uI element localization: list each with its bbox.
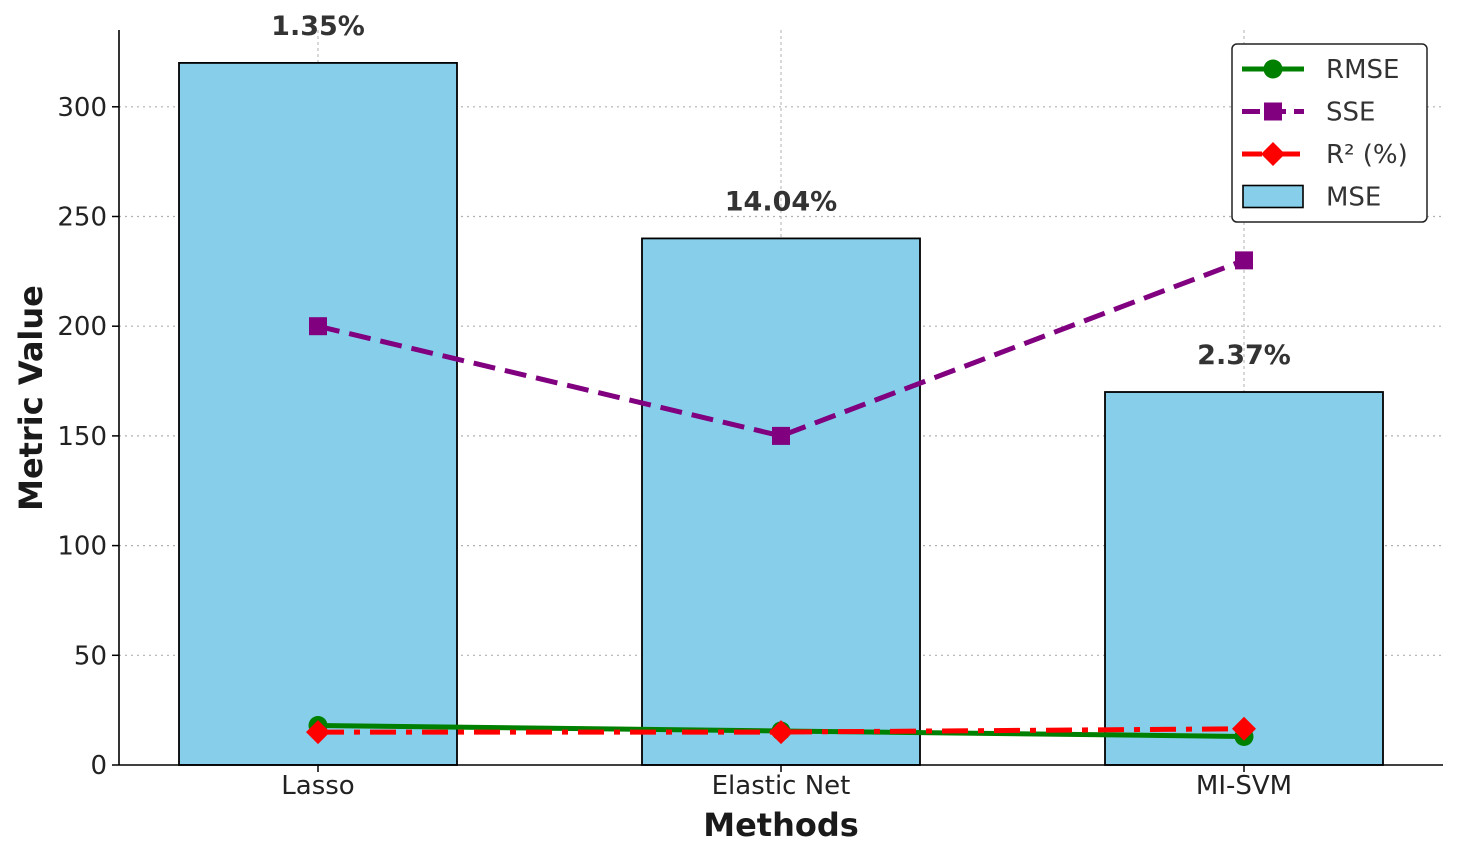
- y-tick-label: 50: [74, 641, 107, 671]
- legend-label: SSE: [1326, 98, 1375, 128]
- axis-layer: 0 50 100 150 200 250 300 Lasso Elastic Net MI-SVM: [57, 30, 1443, 801]
- series-line-sse: [317, 258, 1245, 439]
- y-tick-label: 200: [57, 312, 107, 342]
- y-tick-label: 300: [57, 93, 107, 123]
- bar-elastic-net: [641, 237, 921, 766]
- series-point-sse: [772, 426, 790, 445]
- legend-marker-swatch: [1264, 102, 1282, 121]
- bar-lasso: [178, 62, 458, 766]
- y-tick-label: 150: [57, 422, 107, 452]
- bar-mi-svm: [1104, 391, 1384, 766]
- y-axis-title: Metric Value: [12, 285, 50, 511]
- x-tick-label: Elastic Net: [712, 771, 851, 801]
- series-point-sse: [309, 317, 327, 336]
- legend-entry: RMSE: [1242, 55, 1399, 85]
- legend: RMSE SSE R² (%) MSE: [1231, 43, 1428, 223]
- label-layer: 1.35% 14.04% 2.37%: [271, 11, 1291, 371]
- legend-marker-swatch: [1261, 142, 1285, 166]
- x-axis-title: Methods: [703, 806, 859, 844]
- bar-layer: [178, 62, 1384, 766]
- y-tick-label: 250: [57, 202, 107, 232]
- x-tick-label: MI-SVM: [1196, 771, 1292, 801]
- legend-box: [1231, 43, 1428, 223]
- legend-label: MSE: [1326, 183, 1381, 213]
- x-tick-label: Lasso: [281, 771, 354, 801]
- legend-entry: R² (%): [1242, 140, 1408, 170]
- series-point-r: [306, 720, 330, 745]
- legend-label: RMSE: [1326, 55, 1399, 85]
- legend-bar-swatch: [1242, 184, 1304, 209]
- series-point-sse: [1235, 251, 1253, 270]
- series-point-r: [1232, 716, 1256, 741]
- legend-label: R² (%): [1326, 140, 1408, 170]
- line-layer: [306, 251, 1256, 746]
- bar-data-label: 1.35%: [271, 11, 365, 42]
- series-point-r: [769, 720, 793, 745]
- bar-data-label: 14.04%: [725, 186, 837, 217]
- bar-data-label: 2.37%: [1197, 340, 1291, 371]
- legend-entry: MSE: [1242, 183, 1381, 213]
- y-tick-label: 100: [57, 532, 107, 562]
- legend-marker-swatch: [1263, 59, 1283, 79]
- y-tick-label: 0: [90, 751, 107, 781]
- legend-entry: SSE: [1242, 98, 1375, 128]
